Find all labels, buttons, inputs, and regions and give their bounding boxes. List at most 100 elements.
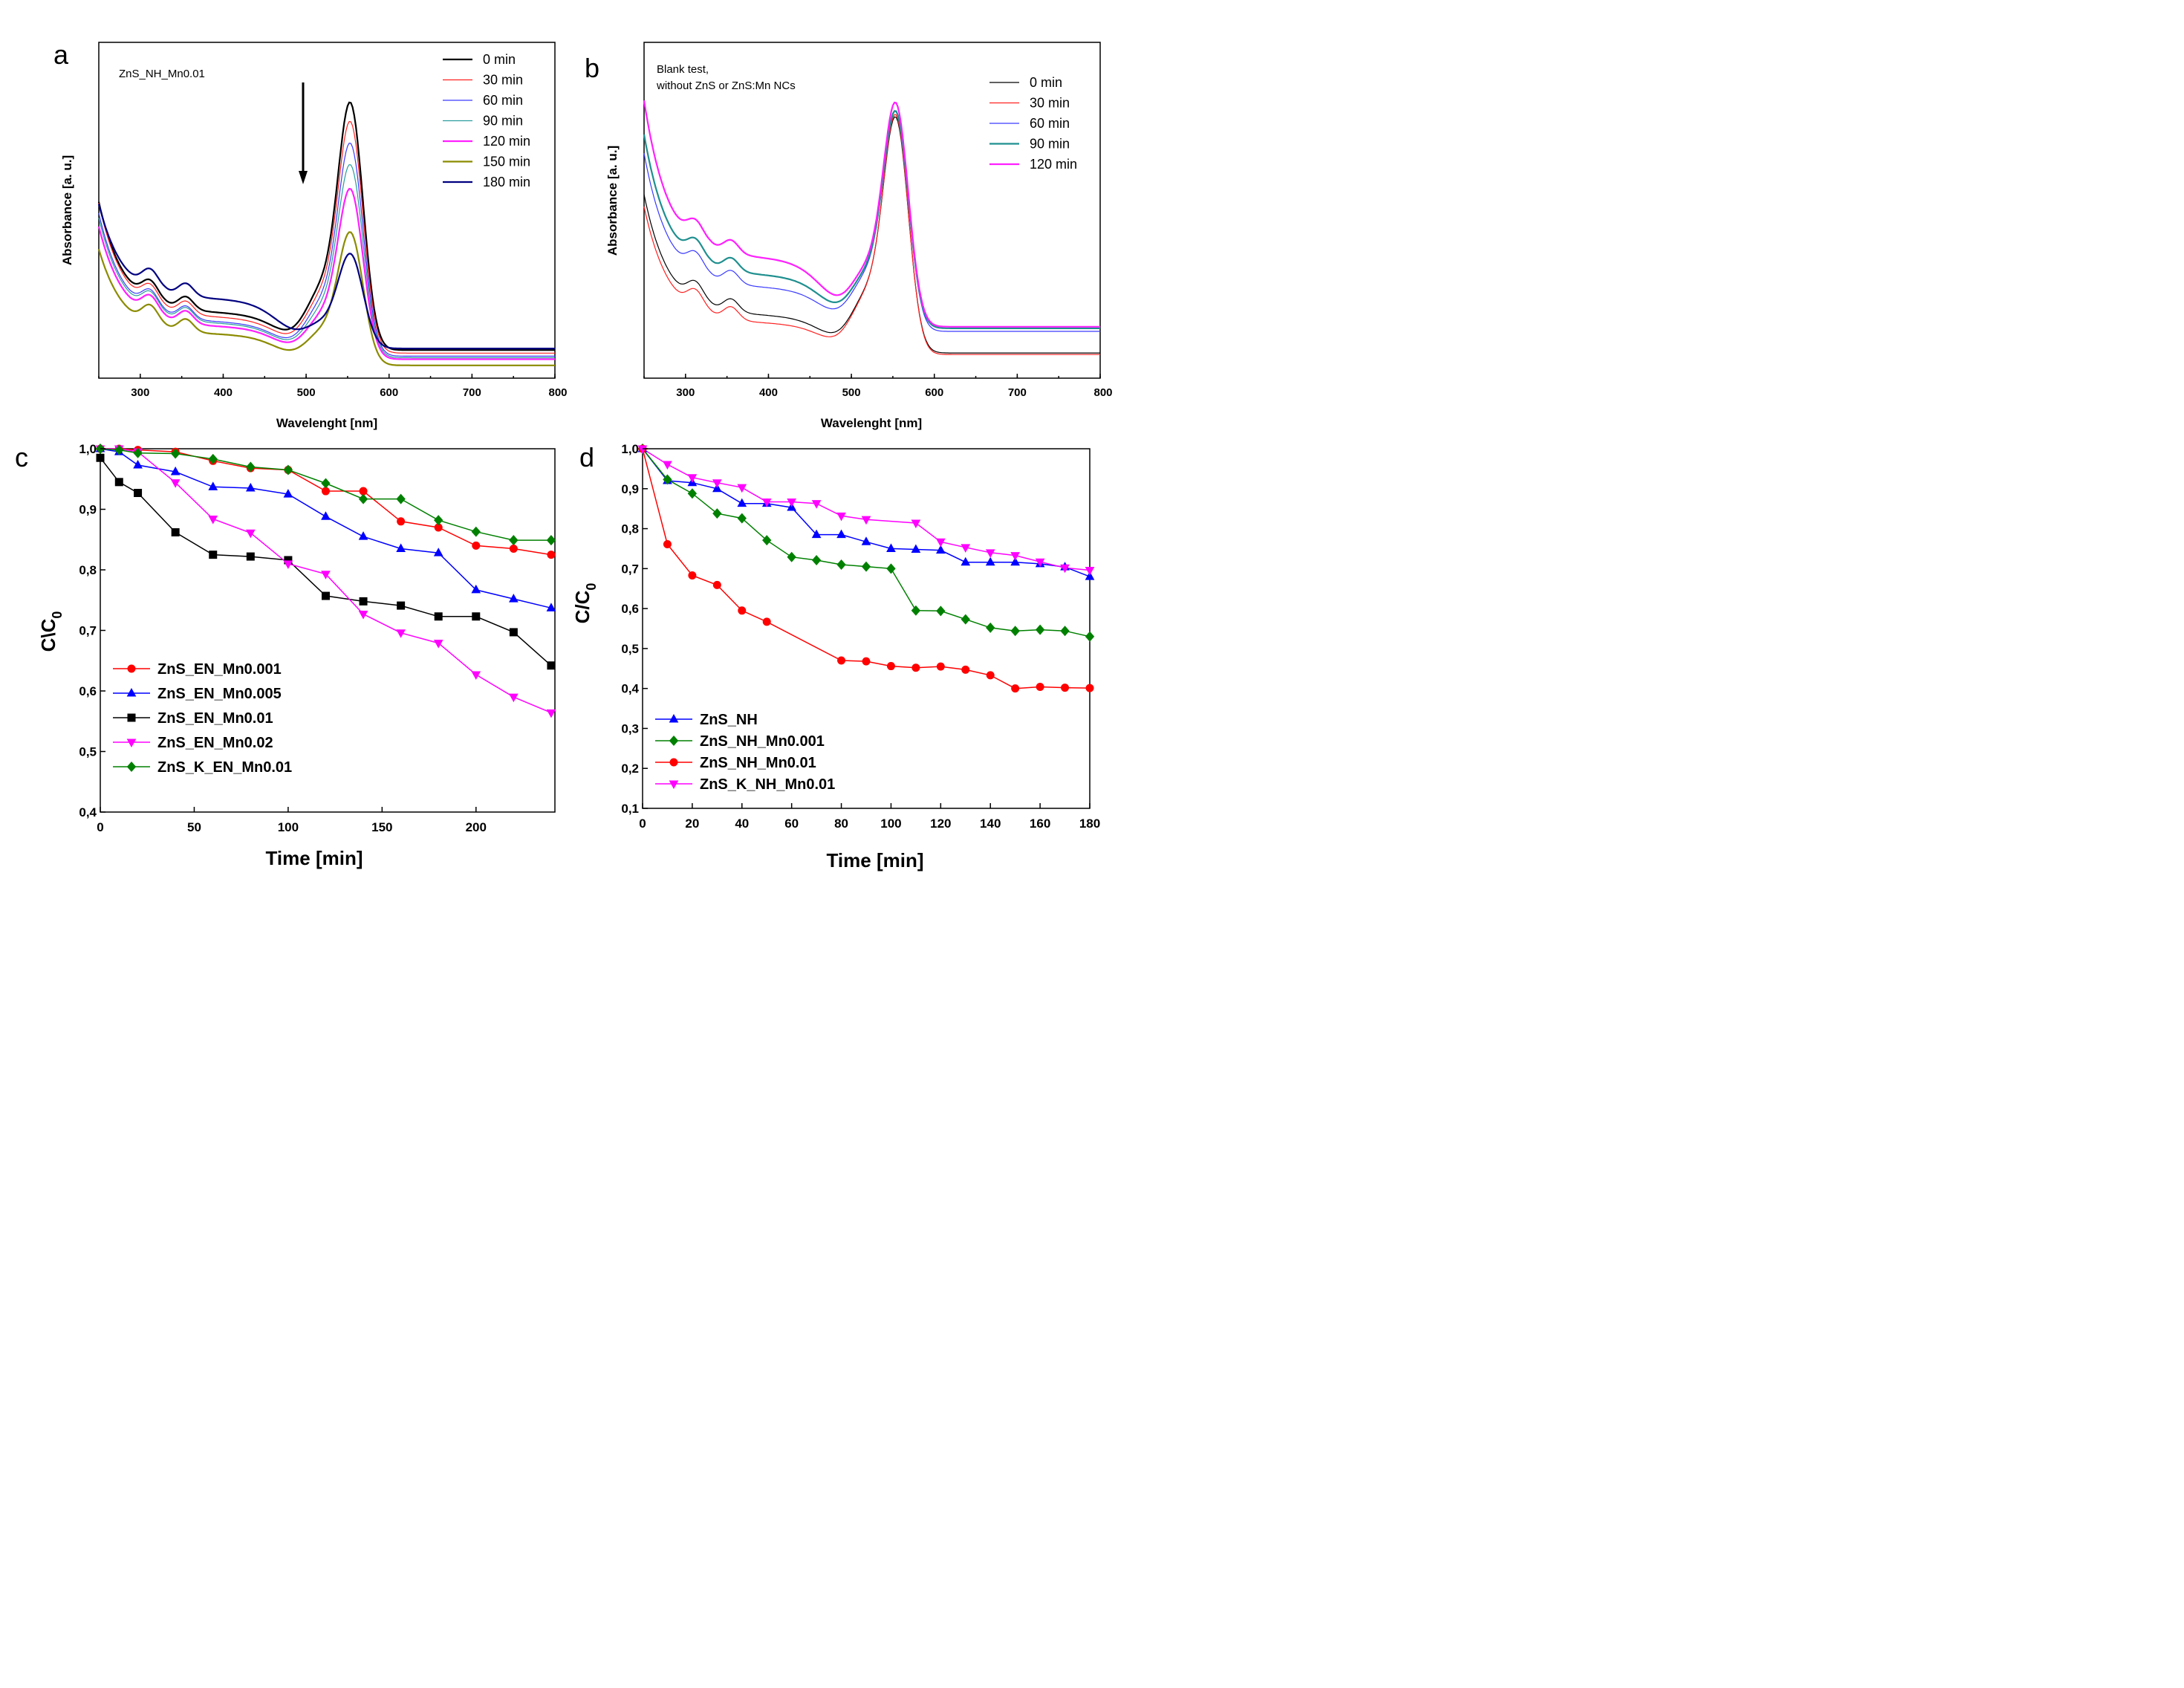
data-point-d-3-16	[1060, 564, 1070, 574]
figure: a ZnS_NH_Mn0.01 300 400 500 600 700 800 Wavel…	[0, 0, 1146, 886]
annotation-b-line2: without ZnS or ZnS:Mn NCs	[656, 79, 796, 92]
legend-marker-c-3	[126, 738, 137, 748]
data-point-c-4-12	[509, 535, 519, 546]
legend-marker-d-3	[669, 780, 679, 790]
legend-label-b-2: 60 min	[1030, 116, 1070, 131]
legend-label-a-1: 30 min	[483, 73, 523, 88]
annotation-a-line1: ZnS_NH_Mn0.01	[119, 68, 205, 80]
legend-label-a-3: 90 min	[483, 114, 523, 129]
panel-a: a ZnS_NH_Mn0.01 300 400 500 600 700 800 Wavel…	[53, 39, 568, 430]
legend-label-d-1: ZnS_NH_Mn0.001	[700, 733, 825, 750]
y-tick-label-c-3: 0,7	[79, 624, 97, 638]
data-point-d-0-8	[836, 529, 846, 539]
spectrum-line-a-4	[97, 187, 555, 360]
data-point-c-4-11	[471, 526, 481, 537]
legend-label-a-2: 60 min	[483, 93, 523, 108]
legend-b: 0 min 30 min 60 min 90 min 120 min	[989, 75, 1077, 172]
x-tick-label-b-1: 400	[759, 386, 778, 399]
x-tick-label-d-9: 180	[1079, 817, 1100, 831]
data-point-d-0-12	[935, 545, 946, 554]
legend-marker-d-2	[669, 758, 678, 767]
data-point-d-3-5	[761, 499, 772, 507]
x-tick-label-d-0: 0	[639, 817, 646, 831]
legend-label-a-0: 0 min	[483, 52, 516, 67]
data-point-c-0-11	[472, 541, 481, 550]
spectrum-line-a-6	[97, 204, 555, 350]
data-point-d-1-2	[687, 488, 698, 499]
panel-b: b Blank test, without ZnS or ZnS:Mn NCs …	[585, 42, 1113, 430]
data-point-d-2-10	[936, 662, 945, 671]
data-point-c-4-4	[208, 453, 218, 464]
y-axis-label-c: C\C0	[37, 611, 65, 652]
legend-label-b-1: 30 min	[1030, 96, 1070, 111]
data-point-d-0-18	[1085, 571, 1095, 580]
arrow-a	[299, 82, 308, 184]
data-point-d-2-9	[911, 663, 920, 672]
x-tick-label-d-1: 20	[685, 817, 699, 831]
data-point-c-3-13	[546, 709, 556, 718]
panel-d: d 0 20 40 60 80 100 120 140 160 180 0,1 0,2 0,3 0,4 0,…	[571, 442, 1100, 871]
data-point-d-0-15	[1010, 556, 1021, 566]
x-axis-label-a: Wavelenght [nm]	[276, 416, 377, 430]
legend-marker-c-4	[126, 761, 137, 773]
x-tick-label-b-0: 300	[676, 386, 695, 399]
data-point-d-0-9	[861, 536, 871, 545]
data-point-c-3-6	[283, 560, 293, 569]
y-tick-label-d-7: 0,8	[621, 522, 639, 536]
data-point-d-0-14	[985, 556, 995, 566]
legend-marker-c-2	[127, 713, 136, 722]
y-tick-label-d-8: 0,9	[621, 482, 639, 496]
x-tick-label-b-5: 800	[1093, 386, 1112, 399]
data-point-d-2-8	[886, 662, 895, 671]
data-point-c-2-11	[472, 612, 481, 621]
legend-label-d-3: ZnS_K_NH_Mn0.01	[700, 776, 835, 793]
legend-marker-c-0	[127, 664, 136, 673]
data-point-d-3-0	[637, 445, 648, 455]
data-point-c-0-7	[321, 487, 330, 496]
legend-label-c-2: ZnS_EN_Mn0.01	[157, 710, 273, 727]
data-point-c-2-3	[171, 528, 180, 536]
figure-canvas: a ZnS_NH_Mn0.01 300 400 500 600 700 800 Wavel…	[15, 39, 1113, 871]
legend-label-c-1: ZnS_EN_Mn0.005	[157, 686, 282, 702]
data-point-d-2-11	[961, 665, 970, 674]
data-point-c-1-4	[208, 481, 218, 490]
data-point-d-1-5	[762, 535, 772, 546]
data-point-d-1-14	[986, 622, 995, 633]
data-point-c-0-12	[509, 544, 518, 553]
legend-c: ZnS_EN_Mn0.001 ZnS_EN_Mn0.005 ZnS_EN_Mn0.0…	[113, 661, 292, 776]
data-point-d-1-9	[861, 561, 871, 572]
data-point-d-2-5	[762, 617, 771, 626]
legend-label-c-0: ZnS_EN_Mn0.001	[157, 661, 282, 678]
data-point-c-4-3	[170, 448, 181, 459]
y-axis-label-a: Absorbance [a. u.]	[60, 155, 74, 265]
data-point-d-1-1	[663, 474, 672, 485]
spectrum-line-a-1	[98, 120, 555, 354]
data-point-d-1-3	[712, 508, 722, 519]
x-tick-label-d-6: 120	[930, 817, 951, 831]
data-point-d-3-12	[961, 544, 971, 553]
x-tick-label-b-4: 700	[1008, 386, 1027, 399]
legend-d: ZnS_NH ZnS_NH_Mn0.001 ZnS_NH_Mn0.01 ZnS_K_N…	[655, 712, 835, 793]
y-tick-label-d-6: 0,7	[621, 562, 639, 576]
data-point-d-1-13	[961, 614, 970, 625]
x-tick-label-a-4: 700	[463, 386, 481, 399]
plot-frame-a	[98, 42, 556, 379]
y-tick-label-d-4: 0,5	[621, 642, 639, 656]
data-point-d-1-18	[1085, 631, 1095, 642]
legend-label-c-4: ZnS_K_EN_Mn0.01	[157, 759, 292, 776]
data-point-c-1-7	[321, 511, 331, 520]
y-axis-label-c-sub: 0	[50, 611, 65, 619]
data-point-c-4-7	[321, 478, 331, 489]
data-point-c-2-4	[209, 551, 218, 559]
data-point-c-2-2	[134, 488, 143, 497]
series-line-c-1	[100, 448, 552, 609]
arrow-head-a	[299, 171, 308, 184]
data-point-c-1-3	[170, 466, 181, 475]
y-axis-label-b: Absorbance [a. u.]	[605, 146, 620, 256]
data-point-c-1-9	[396, 543, 406, 552]
x-axis-label-c: Time [min]	[266, 847, 363, 869]
data-point-d-3-15	[1035, 558, 1045, 568]
y-tick-label-d-1: 0,2	[621, 762, 639, 776]
y-axis-label-c-main: C\C	[37, 618, 59, 652]
data-point-d-1-7	[811, 555, 822, 566]
